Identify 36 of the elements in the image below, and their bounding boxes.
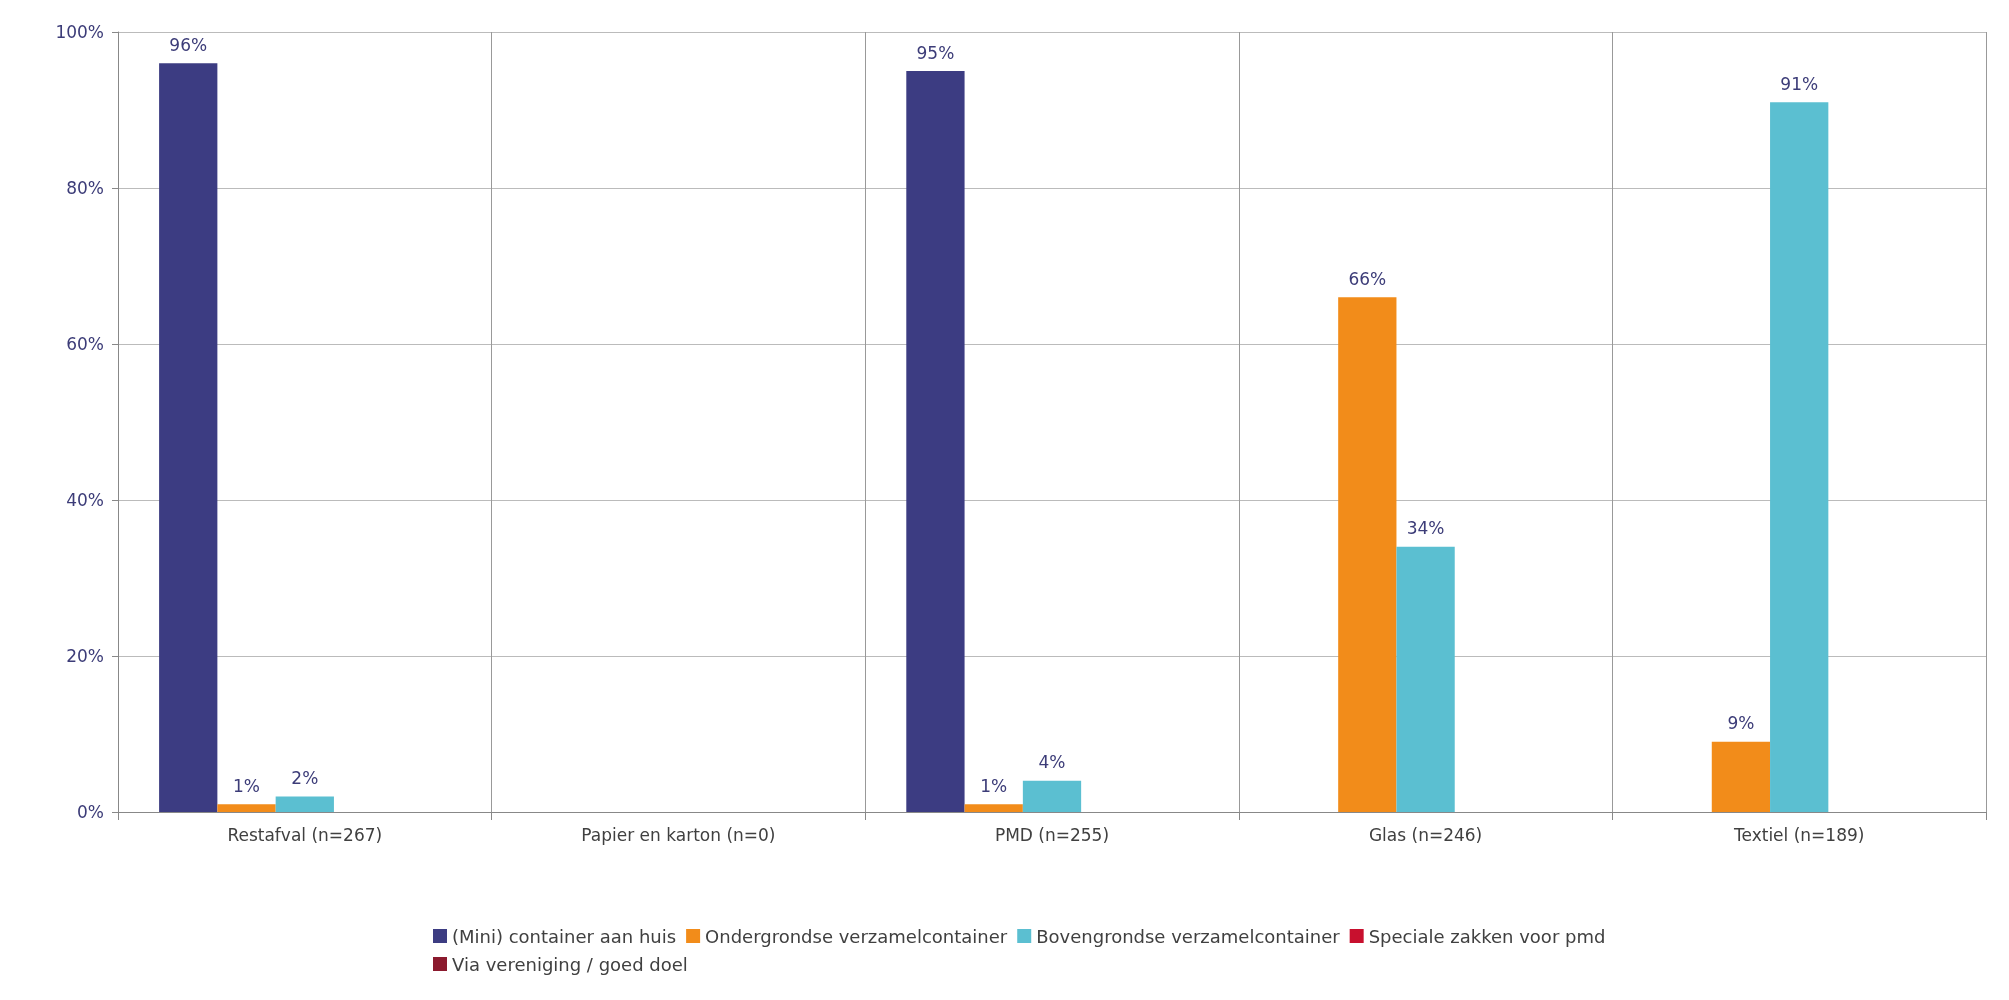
bar bbox=[217, 804, 276, 812]
bar bbox=[1396, 546, 1455, 812]
legend-label: Speciale zakken voor pmd bbox=[1368, 925, 1606, 947]
data-label: 4% bbox=[1038, 752, 1066, 773]
x-tick-label: Textiel (n=189) bbox=[1732, 824, 1865, 845]
bar bbox=[1338, 297, 1397, 812]
x-tick-label: Papier en karton (n=0) bbox=[581, 824, 776, 845]
y-tick-label: 80% bbox=[66, 178, 104, 198]
x-tick-label: Restafval (n=267) bbox=[227, 824, 383, 845]
y-tick-label: 40% bbox=[66, 490, 104, 510]
data-label: 1% bbox=[233, 775, 261, 796]
bar bbox=[275, 796, 334, 812]
bar bbox=[964, 804, 1023, 812]
legend-label: Ondergrondse verzamelcontainer bbox=[705, 925, 1008, 947]
data-label: 91% bbox=[1780, 73, 1819, 94]
data-label: 34% bbox=[1406, 518, 1445, 539]
bar bbox=[159, 63, 218, 812]
x-tick-label: PMD (n=255) bbox=[994, 824, 1110, 845]
y-tick-label: 100% bbox=[55, 22, 104, 42]
data-label: 2% bbox=[291, 767, 319, 788]
legend-label: (Mini) container aan huis bbox=[452, 925, 677, 947]
data-label: 1% bbox=[980, 775, 1008, 796]
bar bbox=[1711, 741, 1771, 812]
bar bbox=[1770, 102, 1829, 812]
x-tick-label: Glas (n=246) bbox=[1368, 824, 1483, 845]
legend-label: Bovengrondse verzamelcontainer bbox=[1036, 925, 1341, 947]
data-label: 96% bbox=[169, 34, 208, 55]
y-tick-label: 0% bbox=[77, 802, 104, 822]
legend-label: Via vereniging / goed doel bbox=[452, 953, 688, 975]
data-label: 66% bbox=[1348, 268, 1387, 289]
data-label: 9% bbox=[1727, 713, 1755, 734]
y-tick-label: 20% bbox=[66, 646, 104, 666]
data-label: 95% bbox=[916, 42, 955, 63]
bar bbox=[1022, 780, 1082, 812]
y-tick-label: 60% bbox=[66, 334, 104, 354]
bar bbox=[906, 71, 965, 812]
